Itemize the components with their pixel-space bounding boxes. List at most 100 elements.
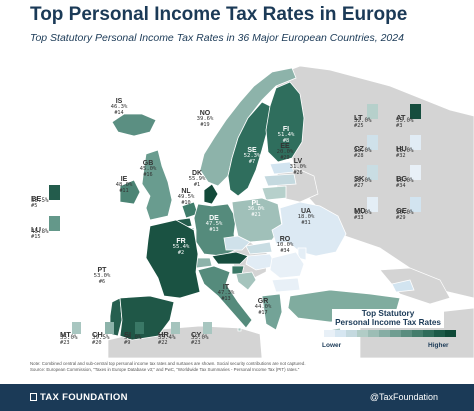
country-code: RO [279, 236, 291, 243]
source-line: Source: European Commission, "Taxes in E… [30, 366, 300, 372]
map-label-pt: PT 53.0% #6 [89, 267, 115, 286]
tax-rate: 51.4% [277, 132, 295, 139]
swatch-hr [171, 322, 180, 334]
tax-rate: 45.0% [139, 166, 157, 173]
country-bulgaria [271, 277, 301, 293]
rank: #2 [177, 250, 185, 257]
legend-high-label: Higher [428, 342, 449, 349]
country-code: FI [282, 126, 290, 133]
tax-rate: 47.5% [205, 221, 223, 228]
country-code: CH [92, 330, 103, 339]
map-label-no: NO 39.6% #19 [192, 110, 218, 129]
side-values-lu: 45.8% #15 [31, 229, 48, 241]
country-spain [119, 295, 175, 341]
rank: #4 [143, 292, 151, 299]
map-label-ee: EE 20.0% #29 [272, 143, 298, 162]
legend-swatch [423, 330, 434, 337]
swatch-lu [49, 216, 60, 231]
country-code: CY [191, 330, 202, 339]
rank: #31 [301, 220, 311, 227]
country-malta [237, 327, 242, 332]
tax-rate: 50.0% [124, 335, 142, 341]
map-label-se: SE 52.3% #7 [239, 147, 265, 166]
country-austria [211, 251, 249, 265]
map-label-lv: LV 31.0% #26 [285, 158, 311, 177]
tax-rate: 49.5% [177, 194, 195, 201]
swatch-lt [367, 104, 378, 119]
swatch-cz [367, 135, 378, 150]
country-code: IS [115, 98, 123, 105]
side-code-lu: LU [31, 225, 41, 234]
swatch-ch [105, 322, 114, 334]
country-code: MD [354, 206, 366, 215]
map-label-gr: GR 44.0% #17 [250, 298, 276, 317]
country-denmark [203, 183, 219, 205]
map-label-pl: PL 36.0% #21 [243, 200, 269, 219]
country-code: ES [142, 280, 152, 287]
map-label-de: DE 47.5% #13 [201, 215, 227, 234]
rank: #23 [191, 340, 201, 347]
side-code-be: BE [31, 194, 42, 203]
country-code: IE [120, 176, 128, 183]
rank: #19 [200, 122, 210, 129]
country-georgia [391, 279, 415, 293]
country-code: TR [323, 274, 333, 281]
swatch-cy [203, 322, 212, 334]
country-poland [231, 197, 283, 243]
tax-rate: 48.0% [115, 182, 133, 189]
country-slovakia [245, 241, 273, 255]
rank: #5 [31, 203, 38, 210]
country-iceland [111, 113, 157, 137]
page-title: Top Personal Income Tax Rates in Europe [30, 4, 408, 25]
country-code: SE [247, 147, 257, 154]
swatch-si [135, 322, 144, 334]
rank: #34 [280, 248, 290, 255]
country-code: GR [257, 298, 269, 305]
rank: #14 [114, 110, 124, 117]
tax-rate: 39.6% [196, 116, 214, 123]
land-caucasus [379, 267, 451, 305]
map-label-it: IT 47.3% #13 [213, 284, 239, 303]
legend-swatch [357, 330, 368, 337]
rank: #16 [143, 172, 153, 179]
tax-rate: 54.0% [138, 286, 156, 293]
legend-swatch [401, 330, 412, 337]
country-code: BG [396, 174, 408, 183]
rank: #33 [354, 215, 364, 222]
map-label-gb: GB 45.0% #16 [135, 160, 161, 179]
rank: #3 [396, 123, 403, 130]
legend-color-scale [324, 330, 456, 337]
map-label-tr: TR 40.0% #18 [315, 274, 341, 293]
rank: #28 [354, 153, 364, 160]
legend-title-line-2: Personal Income Tax Rates [335, 318, 441, 328]
swatch-md [367, 197, 378, 212]
swatch-be [49, 185, 60, 200]
country-estonia [269, 161, 295, 175]
footer-handle: @TaxFoundation [369, 392, 438, 402]
country-greece [261, 293, 283, 331]
rank: #29 [396, 215, 406, 222]
rank: #18 [323, 286, 333, 293]
tax-rate: 39.5% [92, 335, 110, 341]
tax-rate: 23.0% [354, 148, 372, 154]
country-latvia [263, 173, 297, 187]
rank: #1 [193, 182, 201, 189]
map-label-es: ES 54.0% #4 [134, 280, 160, 299]
tax-rate: 10.0% [396, 178, 414, 184]
map-label-ua: UA 18.0% #31 [293, 208, 319, 227]
country-finland [265, 81, 305, 163]
country-ireland [119, 179, 141, 205]
legend-low-label: Lower [322, 342, 342, 349]
country-code: LV [293, 158, 303, 165]
tax-rate: 20.0% [276, 149, 294, 156]
rank: #10 [181, 200, 191, 207]
tax-rate: 55.4% [172, 244, 190, 251]
tax-rate: 52.3% [243, 153, 261, 160]
country-lithuania [261, 185, 287, 201]
country-code: GB [142, 160, 154, 167]
country-france [145, 219, 201, 299]
tax-rate: 53.0% [93, 273, 111, 280]
map-label-fr: FR 55.4% #2 [168, 238, 194, 257]
rank: #7 [248, 159, 256, 166]
tax-rate: 31.0% [289, 164, 307, 171]
